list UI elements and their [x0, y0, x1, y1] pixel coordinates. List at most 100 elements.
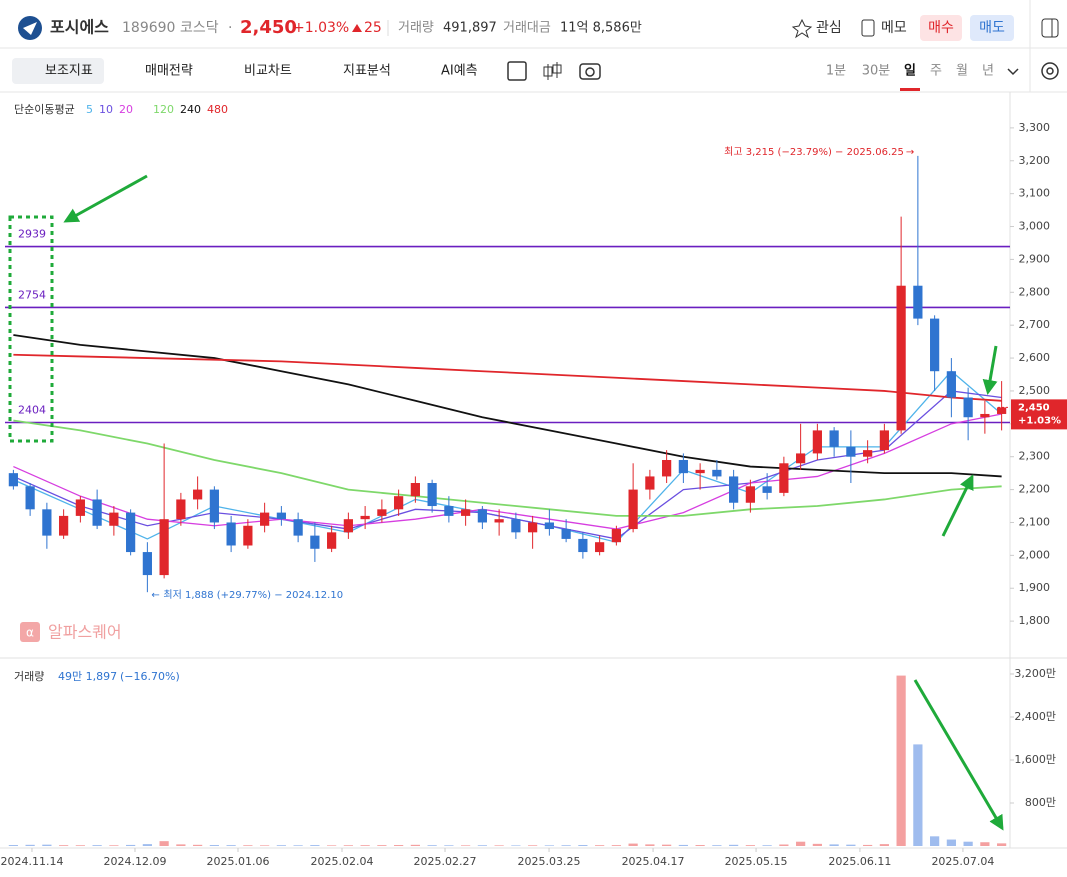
buy-button-bg[interactable]	[920, 15, 962, 41]
candle-body	[209, 489, 219, 523]
volume-bar	[946, 839, 956, 846]
candle-icon[interactable]	[543, 62, 562, 80]
volume-bar	[712, 845, 722, 846]
y-tick-label: 3,300	[1019, 121, 1051, 134]
volume-bar	[494, 845, 504, 846]
candle-body	[896, 285, 906, 431]
tool-active-bg[interactable]	[12, 58, 104, 84]
active-underline	[900, 88, 920, 91]
volume-bar	[209, 845, 219, 846]
candle-body	[779, 463, 789, 493]
candle-body	[293, 519, 303, 536]
y-tick-label: 2,000	[1019, 548, 1051, 561]
volume-bar	[829, 844, 839, 846]
separator: ·	[228, 20, 232, 36]
volume-bar	[930, 836, 940, 846]
arrow-glyph: ←	[151, 590, 159, 601]
candle-body	[645, 476, 655, 490]
candle-body	[528, 522, 538, 533]
volume-bar	[444, 845, 454, 846]
legend-entry: 20	[119, 103, 133, 116]
y-tick-label: 2,600	[1019, 351, 1051, 364]
candle-body	[310, 535, 320, 549]
candle-body	[745, 486, 755, 503]
volume-bar	[511, 845, 521, 846]
candle-body	[561, 529, 571, 539]
checkbox-icon[interactable]	[507, 61, 527, 81]
price-tag-change: +1.03%	[1018, 415, 1061, 426]
volume-bar	[913, 744, 923, 846]
candle-body	[712, 469, 722, 477]
interval-tab[interactable]: 일	[904, 64, 916, 79]
price-plot: 1,8001,9002,0002,1002,2002,3002,4002,500…	[0, 121, 1067, 868]
sell-button-bg[interactable]	[970, 15, 1014, 41]
amount: 11억 8,586만	[560, 21, 642, 36]
legend-entry: 240	[180, 103, 201, 116]
panel-icon[interactable]	[1041, 18, 1059, 38]
legend-entry: 480	[207, 103, 228, 116]
candle-body	[796, 453, 806, 464]
chevron[interactable]	[1007, 68, 1019, 76]
volume-bar	[360, 845, 370, 846]
volume-bar	[997, 843, 1007, 846]
volume-bar	[92, 845, 102, 846]
high-annotation: 최고 3,215 (−23.79%) − 2025.06.25	[724, 146, 904, 158]
x-tick-label: 2025.03.25	[518, 855, 581, 868]
volume-bar	[796, 841, 806, 846]
star-icon[interactable]	[791, 18, 813, 39]
amount-label: 거래대금	[503, 21, 551, 36]
volume-bar	[176, 844, 186, 846]
sell-button[interactable]: 매도	[979, 20, 1005, 36]
memo-icon[interactable]	[861, 19, 875, 37]
memo-button[interactable]: 메모	[881, 20, 907, 36]
volume-bar	[276, 845, 286, 846]
volume-bar	[544, 845, 554, 846]
volume-bar	[327, 845, 337, 846]
candle-body	[662, 459, 672, 477]
volume-bar	[578, 845, 588, 846]
volume-bar	[343, 845, 353, 846]
candle-body	[142, 552, 152, 576]
x-tick-label: 2024.11.14	[0, 855, 63, 868]
low-annotation: 최저 1,888 (+29.77%) − 2024.12.10	[163, 589, 343, 601]
volume-bar	[611, 845, 621, 846]
volume-title: 거래량	[14, 670, 44, 683]
candle-body	[628, 489, 638, 530]
volume-bar	[963, 841, 973, 846]
interval-tab[interactable]: 년	[982, 64, 994, 79]
watermark-icon: α	[26, 626, 34, 640]
x-tick-label: 2025.05.15	[725, 855, 788, 868]
arrow	[982, 345, 998, 395]
candle-body	[8, 473, 18, 487]
candle-body	[812, 430, 822, 454]
legend-entry: 120	[153, 103, 174, 116]
tool-button[interactable]: 보조지표	[45, 64, 93, 79]
candle-body	[276, 512, 286, 520]
tool-button[interactable]: 지표분석	[343, 64, 391, 79]
interval-tab[interactable]: 30분	[862, 64, 891, 79]
candle-body	[930, 318, 940, 372]
camera-icon[interactable]	[579, 63, 601, 80]
candle-body	[511, 519, 521, 533]
watch-button[interactable]: 관심	[816, 20, 842, 36]
interval-tab[interactable]: 월	[956, 64, 968, 79]
candle-body	[678, 459, 688, 474]
candle-body	[109, 512, 119, 526]
y-tick-label: 2,100	[1019, 515, 1051, 528]
volume-bar	[477, 845, 487, 846]
volume-bar	[879, 844, 889, 846]
candle-body	[997, 407, 1007, 414]
tool-button[interactable]: 매매전략	[145, 64, 193, 79]
y-tick-label: 2,200	[1019, 483, 1051, 496]
buy-button[interactable]: 매수	[928, 20, 954, 36]
tool-button[interactable]: 비교차트	[244, 64, 292, 79]
settings-icon[interactable]	[1041, 62, 1059, 80]
watermark-icon	[20, 622, 40, 642]
change: 25	[364, 20, 382, 36]
candle-body	[226, 522, 236, 546]
level-label: 2754	[18, 288, 46, 301]
interval-tab[interactable]: 주	[930, 64, 942, 79]
interval-tab[interactable]: 1분	[826, 64, 846, 79]
volume-bar	[243, 845, 253, 846]
tool-button[interactable]: AI예측	[441, 64, 478, 79]
